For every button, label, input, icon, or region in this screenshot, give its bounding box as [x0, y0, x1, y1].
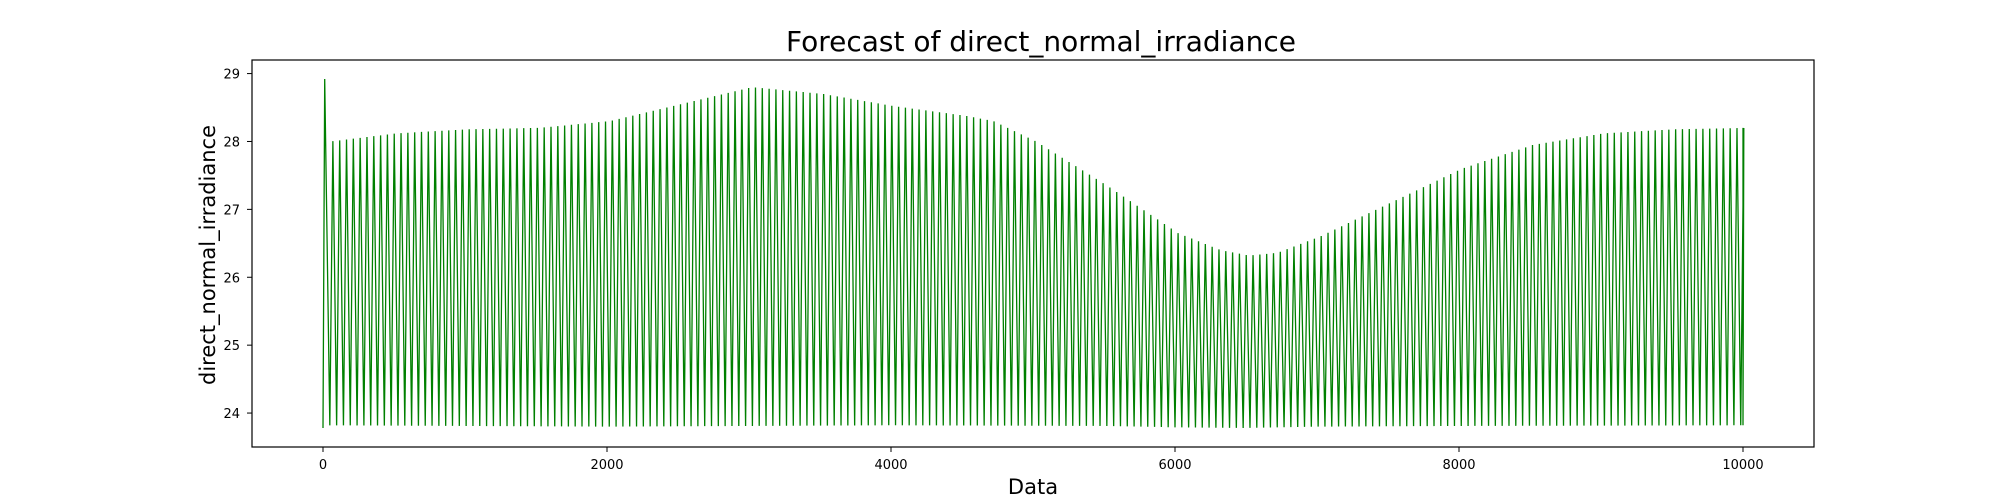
- x-tick-label: 2000: [590, 458, 623, 473]
- x-tick-label: 10000: [1722, 458, 1763, 473]
- plot-frame: [251, 59, 1815, 448]
- y-tick-label: 24: [223, 407, 240, 422]
- x-tick-label: 0: [319, 458, 327, 473]
- x-tick-label: 6000: [1158, 458, 1191, 473]
- series-line: [322, 79, 1745, 428]
- x-axis: 0 2000 4000 6000 8000 10000: [319, 447, 1764, 473]
- y-tick-label: 28: [223, 135, 240, 150]
- y-tick-label: 25: [223, 339, 240, 354]
- chart-title: Forecast of direct_normal_irradiance: [786, 25, 1296, 58]
- y-tick-label: 26: [223, 271, 240, 286]
- y-axis: 24 25 26 27 28 29: [223, 68, 252, 422]
- y-tick-label: 29: [223, 68, 240, 83]
- x-tick-label: 8000: [1442, 458, 1475, 473]
- x-tick-label: 4000: [874, 458, 907, 473]
- y-tick-label: 27: [223, 203, 240, 218]
- plot-area: [322, 79, 1745, 428]
- y-axis-label: direct_normal_irradiance: [196, 125, 221, 385]
- x-axis-label: Data: [1008, 475, 1058, 499]
